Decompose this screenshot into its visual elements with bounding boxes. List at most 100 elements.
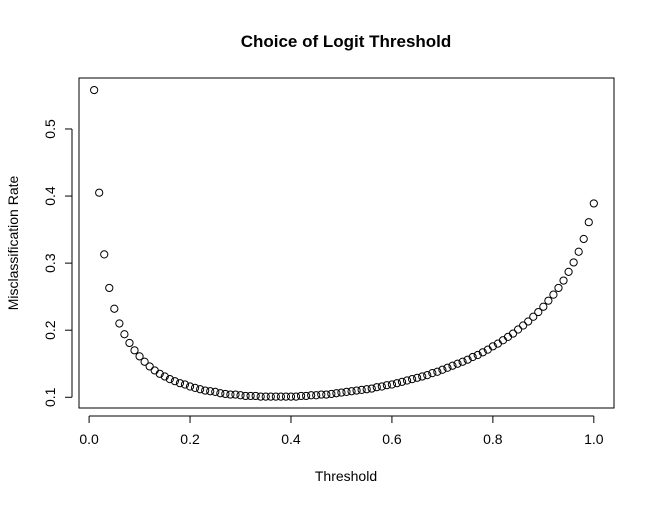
data-point bbox=[241, 391, 250, 401]
data-point bbox=[332, 389, 341, 398]
data-point bbox=[135, 352, 144, 361]
data-point bbox=[574, 247, 583, 256]
data-point bbox=[312, 391, 321, 400]
data-point bbox=[130, 346, 139, 355]
data-point bbox=[291, 392, 301, 401]
data-point bbox=[372, 383, 381, 392]
y-tick-label: 0.4 bbox=[42, 186, 58, 206]
x-axis: 0.0 0.2 0.4 0.6 0.8 1.0 bbox=[79, 415, 604, 447]
data-point bbox=[463, 355, 472, 364]
data-point bbox=[534, 307, 543, 317]
data-point bbox=[337, 388, 346, 397]
data-point bbox=[160, 372, 169, 381]
data-point bbox=[281, 392, 291, 401]
data-point bbox=[428, 369, 437, 378]
data-point bbox=[382, 381, 391, 390]
data-point bbox=[453, 359, 462, 368]
y-axis: 0.1 0.2 0.3 0.4 0.5 bbox=[42, 119, 73, 407]
data-point bbox=[362, 385, 371, 394]
data-point bbox=[519, 321, 528, 330]
data-point bbox=[498, 336, 508, 345]
data-point bbox=[95, 188, 104, 197]
data-point bbox=[125, 338, 134, 348]
data-point bbox=[352, 386, 361, 395]
data-point bbox=[554, 283, 563, 293]
data-point bbox=[529, 312, 538, 321]
data-point bbox=[443, 363, 452, 372]
data-point bbox=[105, 283, 114, 293]
data-point bbox=[402, 376, 412, 385]
data-point bbox=[155, 369, 164, 378]
data-point bbox=[307, 391, 316, 400]
data-point bbox=[569, 258, 578, 267]
x-tick-label: 0.0 bbox=[79, 431, 99, 447]
data-point bbox=[221, 389, 230, 399]
data-point bbox=[413, 373, 422, 382]
data-point bbox=[317, 390, 326, 399]
data-point bbox=[544, 296, 553, 305]
data-point bbox=[347, 387, 356, 396]
data-point bbox=[377, 382, 386, 391]
data-point bbox=[327, 389, 336, 399]
y-tick-label: 0.3 bbox=[42, 253, 58, 273]
data-point bbox=[110, 304, 119, 313]
data-point bbox=[342, 387, 351, 397]
data-point bbox=[261, 392, 270, 401]
data-point bbox=[286, 392, 296, 401]
data-point bbox=[514, 325, 523, 334]
data-point bbox=[256, 392, 265, 401]
data-point bbox=[226, 390, 235, 399]
data-point bbox=[231, 390, 240, 399]
data-point bbox=[206, 387, 215, 396]
x-tick-label: 0.6 bbox=[382, 431, 402, 447]
data-point bbox=[524, 317, 533, 326]
data-point bbox=[478, 348, 487, 357]
data-point bbox=[589, 199, 598, 208]
x-tick-label: 1.0 bbox=[584, 431, 604, 447]
x-tick-label: 0.8 bbox=[483, 431, 503, 447]
data-point bbox=[150, 366, 159, 375]
data-point bbox=[488, 342, 497, 351]
x-tick-label: 0.4 bbox=[281, 431, 301, 447]
y-tick-label: 0.5 bbox=[42, 119, 58, 139]
data-point bbox=[438, 365, 447, 374]
data-point bbox=[276, 392, 285, 401]
data-point bbox=[190, 383, 200, 392]
data-point bbox=[246, 391, 255, 401]
data-point bbox=[271, 392, 280, 401]
data-point bbox=[170, 377, 179, 386]
x-axis-label: Threshold bbox=[315, 468, 377, 484]
data-point bbox=[559, 276, 568, 285]
data-point bbox=[539, 302, 548, 311]
y-tick-label: 0.1 bbox=[42, 387, 58, 407]
data-point bbox=[433, 367, 442, 376]
data-point bbox=[397, 377, 407, 386]
data-point bbox=[302, 391, 311, 401]
data-point bbox=[196, 385, 205, 394]
data-point bbox=[448, 361, 457, 370]
data-point bbox=[579, 234, 588, 244]
data-point bbox=[201, 386, 210, 395]
data-point bbox=[236, 391, 245, 400]
chart-title: Choice of Logit Threshold bbox=[241, 32, 452, 51]
data-point bbox=[503, 332, 513, 342]
data-point bbox=[296, 391, 306, 401]
data-point bbox=[100, 250, 109, 259]
data-point bbox=[584, 218, 593, 227]
data-point bbox=[120, 330, 129, 339]
data-points bbox=[90, 85, 598, 401]
data-point bbox=[387, 380, 397, 389]
data-point bbox=[90, 85, 99, 95]
data-point bbox=[266, 392, 275, 401]
data-point bbox=[322, 390, 331, 399]
data-point bbox=[180, 380, 190, 389]
data-point bbox=[357, 385, 366, 394]
plot-area-frame bbox=[78, 77, 615, 409]
data-point bbox=[549, 290, 558, 299]
data-point bbox=[367, 384, 376, 393]
data-point bbox=[408, 375, 417, 384]
data-point bbox=[115, 319, 124, 328]
data-point bbox=[458, 357, 467, 366]
data-point bbox=[468, 352, 477, 362]
data-point bbox=[251, 391, 260, 401]
